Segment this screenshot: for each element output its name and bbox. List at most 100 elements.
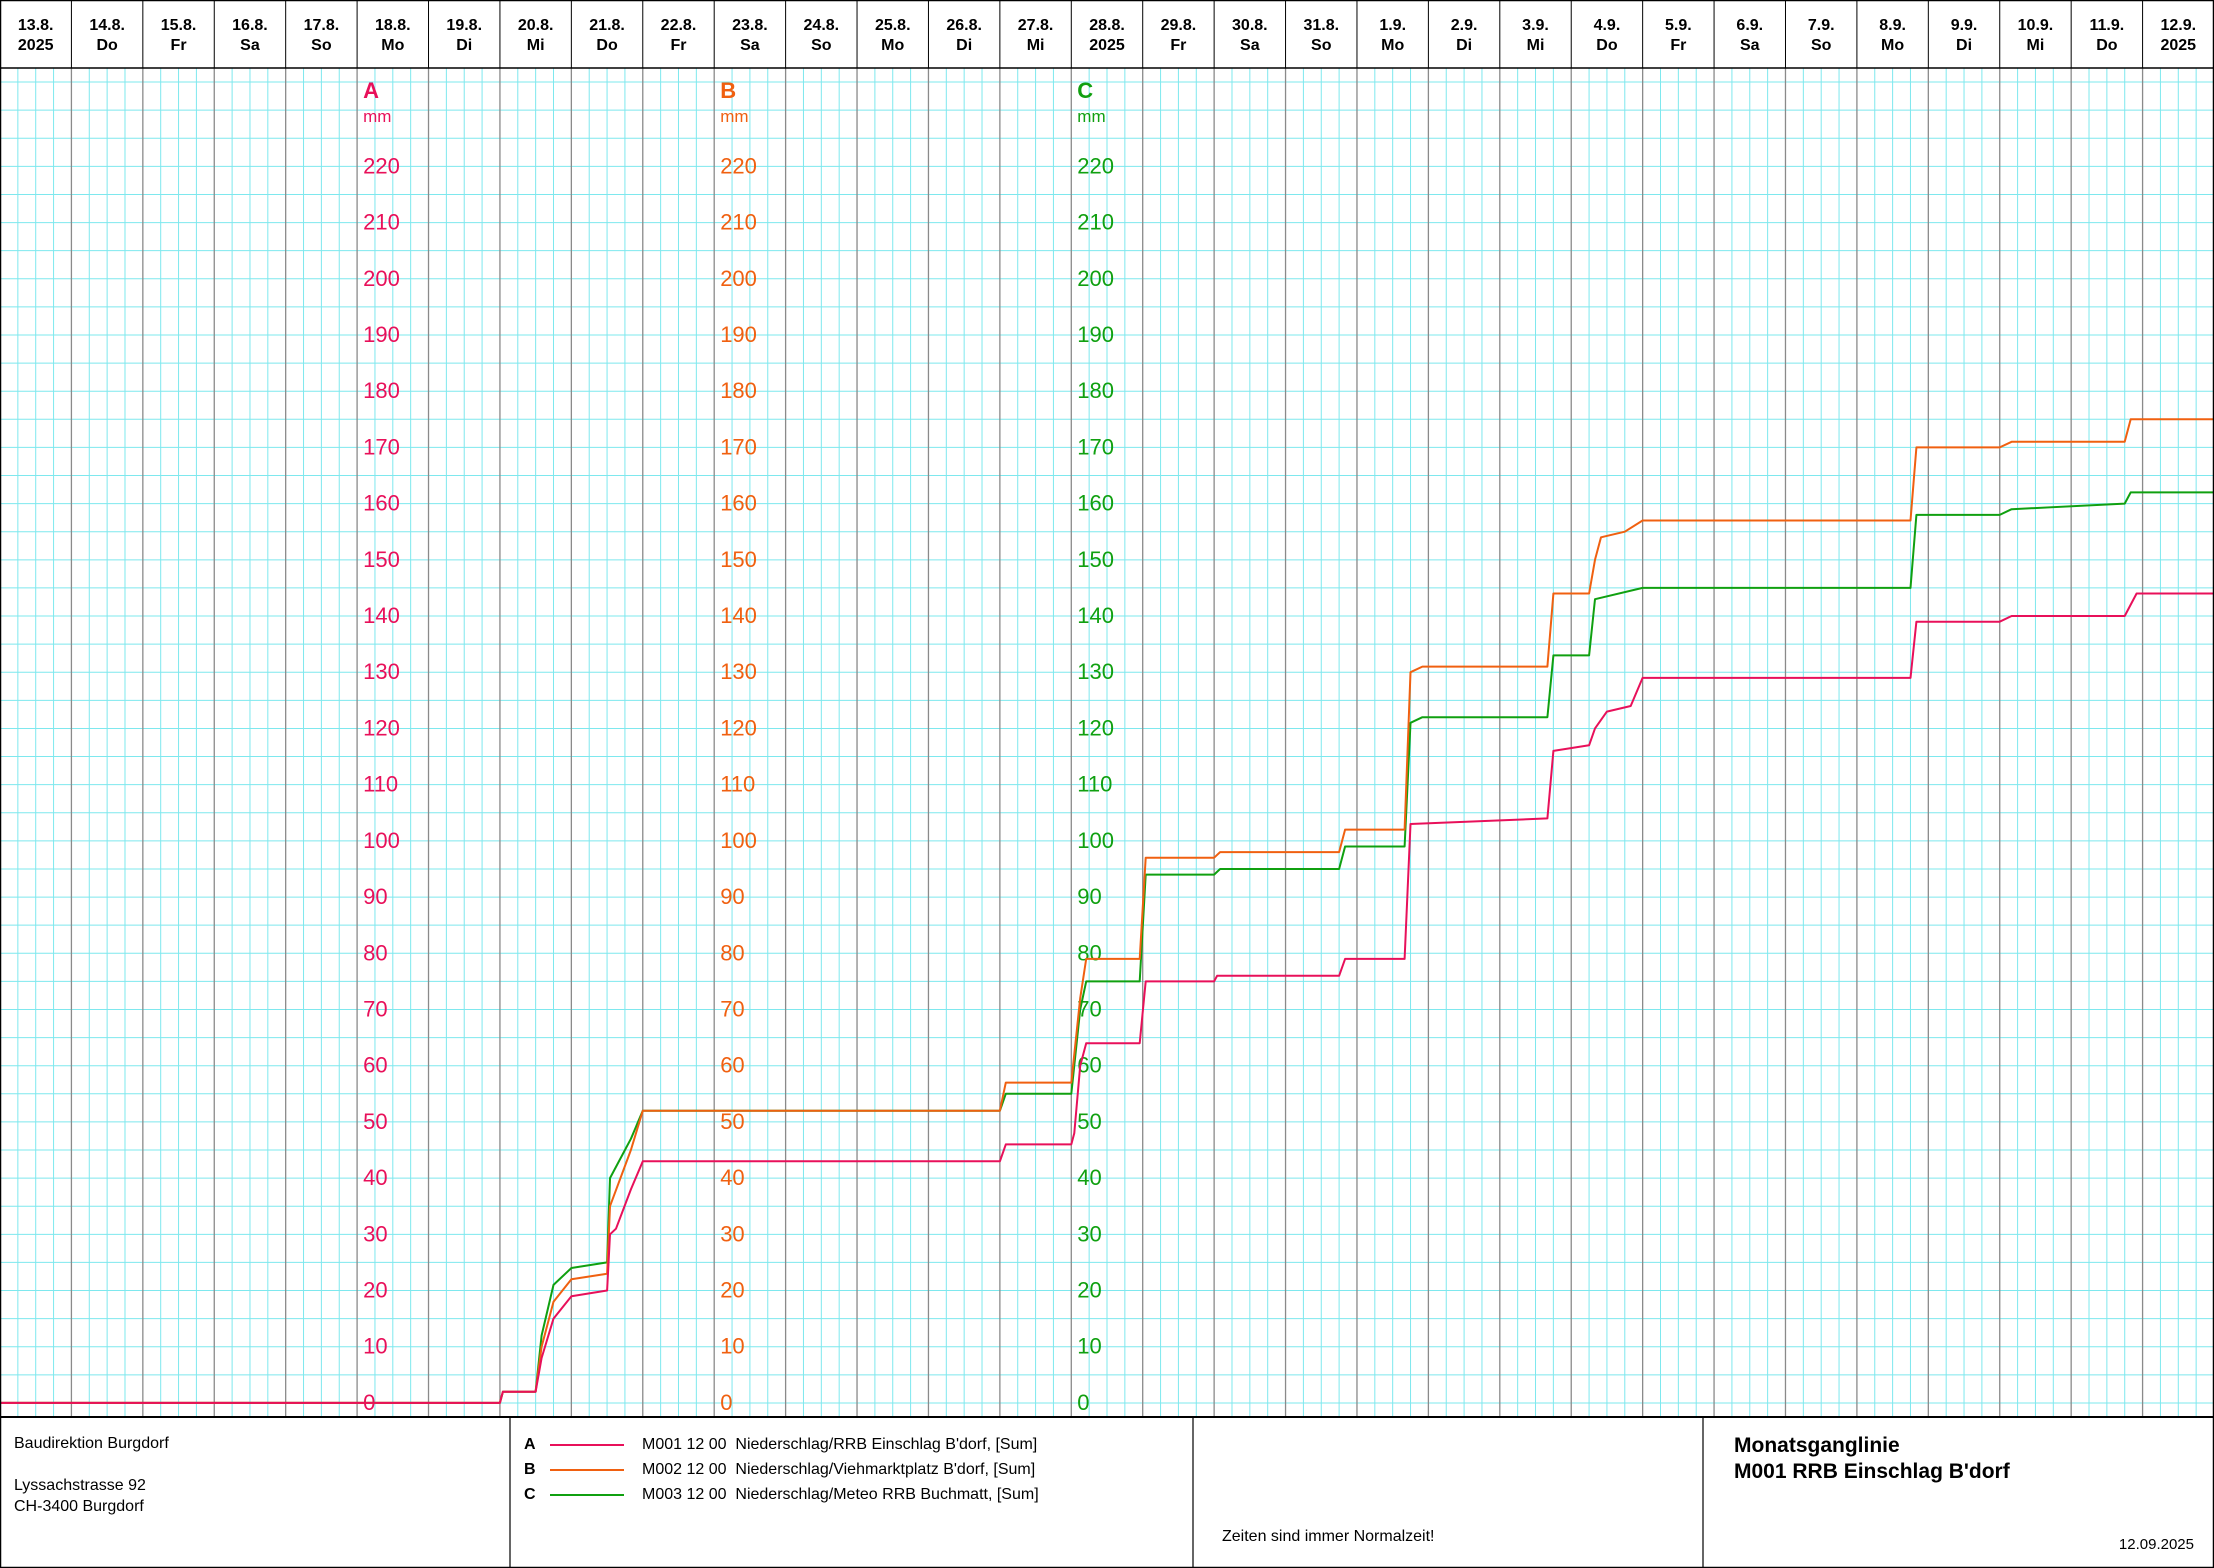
report-date: 12.09.2025	[2118, 1536, 2194, 1553]
report-title-line-2: M001 RRB Einschlag B'dorf	[1734, 1460, 2010, 1483]
y-tick-label: 140	[1077, 603, 1114, 628]
day-label-weekday: Mo	[1881, 37, 1904, 54]
y-axis-letter: C	[1077, 78, 1093, 103]
day-label-date: 16.8.	[232, 17, 268, 34]
y-tick-label: 130	[720, 659, 757, 684]
day-label-weekday: Sa	[740, 37, 760, 54]
y-tick-label: 170	[720, 434, 757, 459]
y-tick-label: 150	[363, 547, 400, 572]
y-axis-letter: A	[363, 78, 379, 103]
y-tick-label: 140	[363, 603, 400, 628]
y-tick-label: 210	[1077, 210, 1114, 235]
y-tick-label: 40	[1077, 1165, 1101, 1190]
y-tick-label: 160	[720, 491, 757, 516]
day-label-weekday: Sa	[240, 37, 260, 54]
day-label-date: 1.9.	[1379, 17, 1406, 34]
day-label-date: 12.9.	[2160, 17, 2196, 34]
day-label-date: 19.8.	[446, 17, 482, 34]
day-label-weekday: Di	[456, 37, 472, 54]
y-tick-label: 20	[720, 1278, 744, 1303]
header-background	[0, 0, 2214, 68]
day-label-weekday: So	[811, 37, 832, 54]
series-line-a	[0, 592, 2214, 1404]
day-label-date: 22.8.	[661, 17, 697, 34]
y-tick-label: 30	[363, 1221, 387, 1246]
day-label-date: 23.8.	[732, 17, 768, 34]
day-label-date: 31.8.	[1303, 17, 1339, 34]
organization-address: Baudirektion Burgdorf Lyssachstrasse 92 …	[14, 1433, 169, 1517]
y-tick-label: 70	[720, 996, 744, 1021]
y-tick-label: 100	[363, 828, 400, 853]
day-label-date: 20.8.	[518, 17, 554, 34]
day-label-date: 5.9.	[1665, 17, 1692, 34]
y-axis-unit: mm	[720, 107, 748, 126]
y-tick-label: 40	[363, 1165, 387, 1190]
y-tick-label: 30	[720, 1221, 744, 1246]
y-tick-label: 170	[363, 434, 400, 459]
y-tick-label: 80	[1077, 940, 1101, 965]
y-tick-label: 180	[720, 378, 757, 403]
day-label-date: 11.9.	[2090, 17, 2125, 34]
legend-swatch-c	[550, 1493, 624, 1496]
day-label-weekday: 2025	[18, 37, 54, 54]
day-label-weekday: Sa	[1240, 37, 1260, 54]
series-line-b	[0, 418, 2214, 1404]
day-label-weekday: Mi	[2027, 37, 2045, 54]
legend-entry-a: A M001 12 00 Niederschlag/RRB Einschlag …	[524, 1432, 1039, 1457]
y-tick-label: 100	[720, 828, 757, 853]
legend-letter-a: A	[524, 1436, 536, 1453]
day-label-date: 26.8.	[946, 17, 982, 34]
y-tick-label: 170	[1077, 434, 1114, 459]
y-tick-label: 110	[720, 772, 755, 797]
day-label-weekday: Fr	[1670, 37, 1686, 54]
y-tick-label: 20	[363, 1278, 387, 1303]
organization-street: Lyssachstrasse 92	[14, 1477, 146, 1494]
y-tick-label: 180	[1077, 378, 1114, 403]
chart-grid	[0, 68, 2214, 1417]
y-tick-label: 220	[720, 153, 757, 178]
y-tick-label: 200	[363, 266, 400, 291]
day-label-weekday: Do	[1596, 37, 1618, 54]
y-tick-label: 200	[720, 266, 757, 291]
day-label-weekday: Mo	[381, 37, 404, 54]
y-tick-label: 0	[1077, 1390, 1089, 1415]
y-tick-label: 130	[363, 659, 400, 684]
y-tick-label: 130	[1077, 659, 1114, 684]
y-tick-label: 160	[363, 491, 400, 516]
day-label-weekday: Mo	[881, 37, 904, 54]
day-label-weekday: Mo	[1381, 37, 1404, 54]
day-label-weekday: 2025	[1089, 37, 1125, 54]
legend-entry-c: C M003 12 00 Niederschlag/Meteo RRB Buch…	[524, 1482, 1039, 1507]
y-tick-label: 40	[720, 1165, 744, 1190]
data-series	[0, 418, 2214, 1404]
organization-city: CH-3400 Burgdorf	[14, 1498, 144, 1515]
day-label-date: 10.9.	[2018, 17, 2054, 34]
y-tick-label: 180	[363, 378, 400, 403]
y-axes: Amm0102030405060708090100110120130140150…	[363, 78, 1114, 1415]
day-label-date: 2.9.	[1451, 17, 1478, 34]
y-tick-label: 80	[720, 940, 744, 965]
y-tick-label: 190	[1077, 322, 1114, 347]
day-label-date: 9.9.	[1951, 17, 1978, 34]
y-tick-label: 120	[720, 715, 757, 740]
day-label-date: 8.9.	[1879, 17, 1906, 34]
legend-label-b: M002 12 00 Niederschlag/Viehmarktplatz B…	[642, 1461, 1036, 1478]
y-tick-label: 150	[720, 547, 757, 572]
day-label-date: 4.9.	[1594, 17, 1621, 34]
y-tick-label: 90	[720, 884, 744, 909]
day-label-weekday: So	[311, 37, 332, 54]
y-tick-label: 80	[363, 940, 387, 965]
y-tick-label: 60	[363, 1053, 387, 1078]
legend-letter-c: C	[524, 1486, 536, 1503]
report-title: Monatsganglinie M001 RRB Einschlag B'dor…	[1734, 1433, 2010, 1485]
day-label-date: 6.9.	[1736, 17, 1763, 34]
y-tick-label: 120	[1077, 715, 1114, 740]
time-note: Zeiten sind immer Normalzeit!	[1222, 1528, 1435, 1545]
y-tick-label: 90	[363, 884, 387, 909]
day-label-weekday: Di	[1456, 37, 1472, 54]
legend-letter-b: B	[524, 1461, 536, 1478]
report-title-line-1: Monatsganglinie	[1734, 1434, 1900, 1457]
y-axis-unit: mm	[1077, 107, 1105, 126]
series-line-c	[0, 491, 2214, 1404]
